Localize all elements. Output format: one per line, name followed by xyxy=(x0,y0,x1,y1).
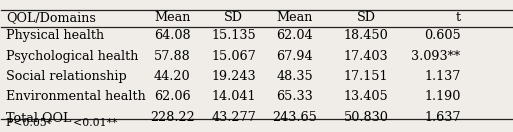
Text: 1.137: 1.137 xyxy=(424,70,461,83)
Text: 50.830: 50.830 xyxy=(344,111,389,124)
Text: 15.067: 15.067 xyxy=(211,50,256,63)
Text: 13.405: 13.405 xyxy=(344,90,388,103)
Text: 18.450: 18.450 xyxy=(344,29,388,42)
Text: Psychological health: Psychological health xyxy=(7,50,139,63)
Text: Mean: Mean xyxy=(277,11,313,24)
Text: 1.190: 1.190 xyxy=(424,90,461,103)
Text: 19.243: 19.243 xyxy=(211,70,256,83)
Text: 17.403: 17.403 xyxy=(344,50,388,63)
Text: QOL/Domains: QOL/Domains xyxy=(7,11,96,24)
Text: Environmental health: Environmental health xyxy=(7,90,146,103)
Text: 62.06: 62.06 xyxy=(154,90,191,103)
Text: 64.08: 64.08 xyxy=(154,29,191,42)
Text: 62.04: 62.04 xyxy=(277,29,313,42)
Text: 57.88: 57.88 xyxy=(154,50,191,63)
Text: 67.94: 67.94 xyxy=(277,50,313,63)
Text: 43.277: 43.277 xyxy=(211,111,256,124)
Text: SD: SD xyxy=(224,11,243,24)
Text: 243.65: 243.65 xyxy=(272,111,317,124)
Text: Mean: Mean xyxy=(154,11,190,24)
Text: 0.605: 0.605 xyxy=(424,29,461,42)
Text: 3.093**: 3.093** xyxy=(411,50,461,63)
Text: 15.135: 15.135 xyxy=(211,29,256,42)
Text: 1.637: 1.637 xyxy=(424,111,461,124)
Text: 17.151: 17.151 xyxy=(344,70,388,83)
Text: 228.22: 228.22 xyxy=(150,111,195,124)
Text: 44.20: 44.20 xyxy=(154,70,191,83)
Text: 48.35: 48.35 xyxy=(277,70,313,83)
Text: P<0.05*      <0.01**: P<0.05* <0.01** xyxy=(7,118,118,128)
Text: t: t xyxy=(456,11,461,24)
Text: SD: SD xyxy=(357,11,376,24)
Text: 14.041: 14.041 xyxy=(211,90,256,103)
Text: Social relationship: Social relationship xyxy=(7,70,127,83)
Text: Total QOL: Total QOL xyxy=(7,111,72,124)
Text: 65.33: 65.33 xyxy=(277,90,313,103)
Text: Physical health: Physical health xyxy=(7,29,105,42)
